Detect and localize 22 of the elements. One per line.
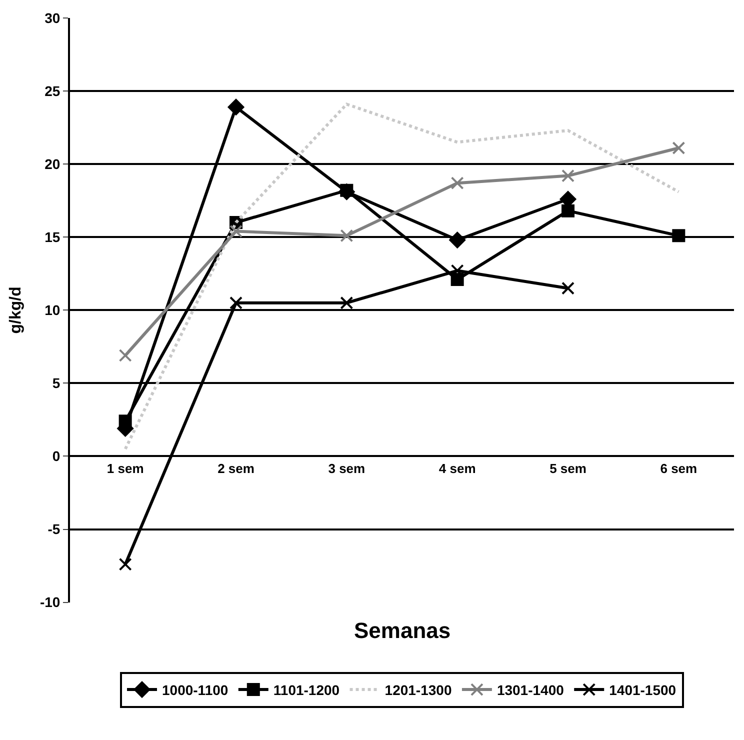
y-tick-label: 20 (44, 156, 60, 172)
legend-label: 1401-1500 (609, 682, 676, 698)
y-tick-label: -10 (40, 594, 60, 610)
y-tick-label: 5 (52, 375, 60, 392)
legend-label: 1201-1300 (384, 682, 452, 698)
y-tick-label: 30 (44, 10, 60, 26)
legend-label: 1101-1200 (273, 682, 340, 698)
x-axis-title: Semanas (354, 618, 451, 643)
x-tick-label: 5 sem (550, 460, 586, 476)
y-tick-label: -5 (48, 521, 60, 538)
legend-label: 1000-1100 (162, 682, 228, 698)
legend-label: 1301-1400 (496, 682, 564, 698)
y-tick-label: 10 (44, 302, 60, 318)
x-tick-label: 6 sem (660, 460, 698, 476)
x-tick-label: 2 sem (218, 460, 254, 476)
y-tick-label: 25 (44, 82, 60, 99)
y-tick-label: 15 (44, 229, 60, 246)
y-tick-label: 0 (52, 448, 60, 464)
x-tick-label: 1 sem (106, 460, 144, 476)
y-axis-title: g/kg/d (7, 286, 24, 334)
x-tick-label: 3 sem (328, 460, 366, 476)
x-tick-label: 4 sem (438, 460, 476, 476)
